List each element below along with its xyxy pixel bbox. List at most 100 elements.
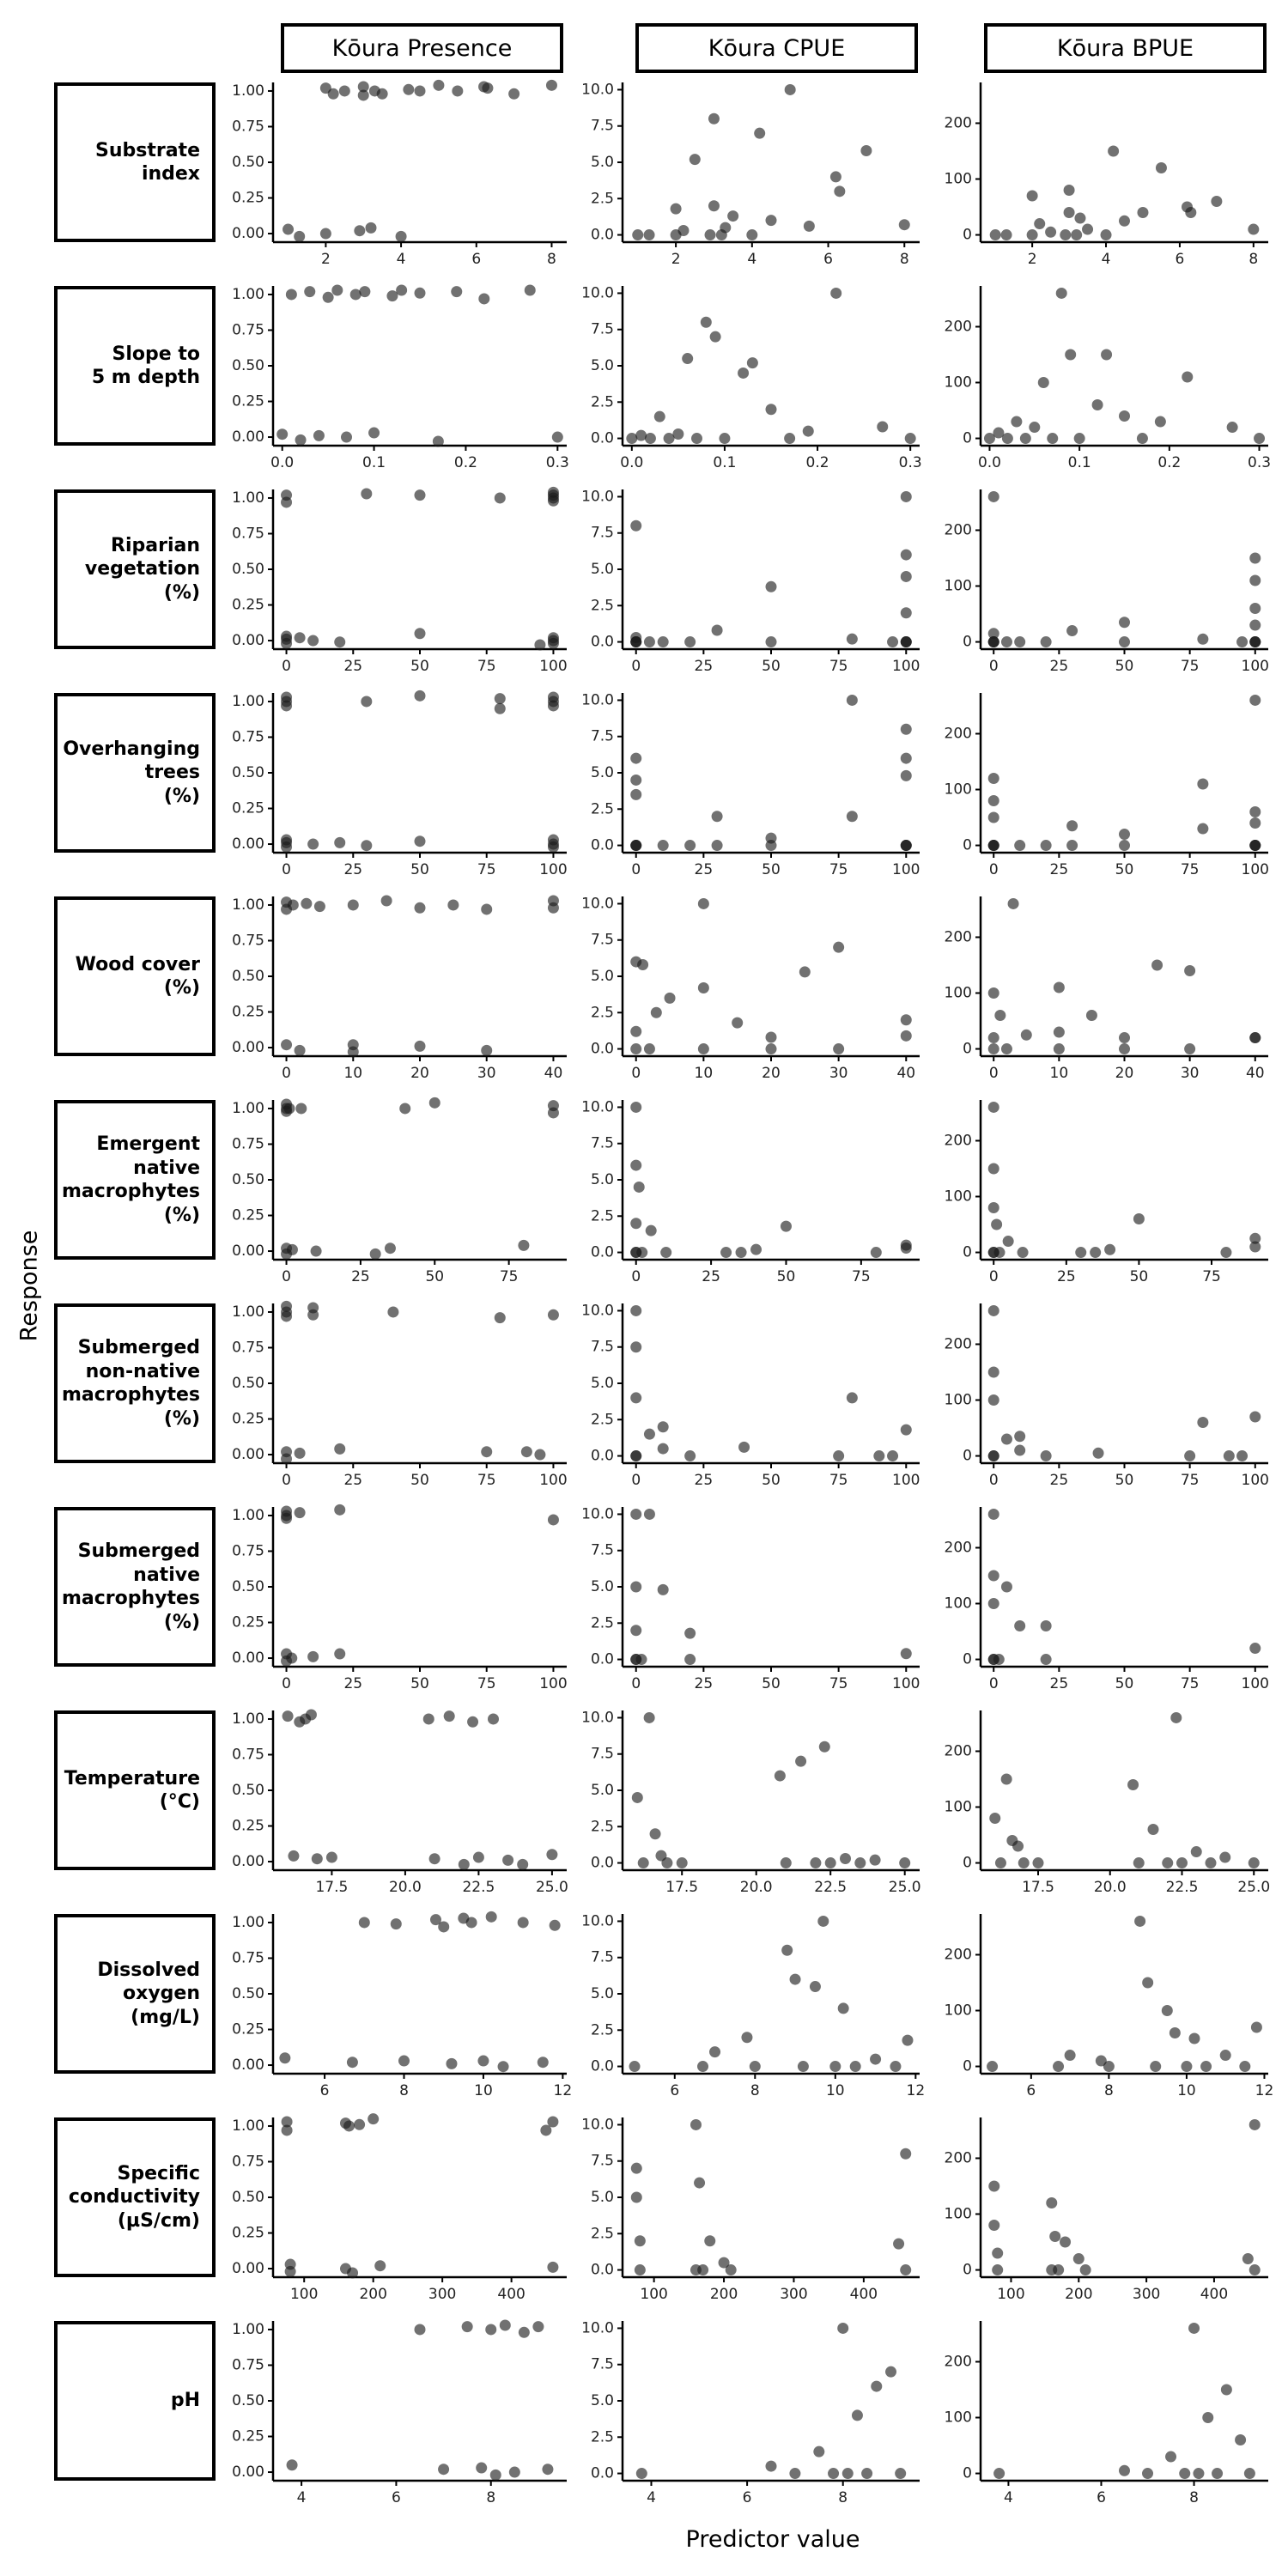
point	[657, 1443, 669, 1455]
point	[633, 1181, 645, 1193]
point	[1014, 1431, 1026, 1443]
y-tick-label: 10.0	[581, 1098, 614, 1115]
point	[789, 1973, 801, 1985]
point	[1066, 840, 1078, 852]
point	[684, 636, 696, 648]
y-tick-label: 0.75	[232, 2153, 264, 2170]
point	[663, 433, 675, 445]
y-tick-label: 5.0	[591, 1985, 614, 2002]
point	[789, 2468, 801, 2480]
x-tick-label: 50	[762, 1472, 781, 1489]
y-tick-label: 0.0	[591, 227, 614, 244]
x-tick-label: 10	[1050, 1065, 1069, 1082]
point	[849, 2061, 861, 2073]
y-tick-label: 0.75	[232, 321, 264, 338]
point	[746, 357, 758, 369]
point	[295, 434, 307, 446]
point	[833, 941, 845, 953]
point	[288, 1850, 300, 1862]
y-tick-label: 0.75	[232, 728, 264, 745]
row-label: Temperature (°C)	[54, 1710, 216, 1870]
point	[422, 1713, 434, 1725]
point	[365, 222, 377, 234]
x-tick-label: 8	[838, 2489, 848, 2506]
x-tick-label: 8	[399, 2082, 409, 2099]
y-tick-label: 0.00	[232, 2057, 264, 2074]
y-tick-label: 100	[945, 2409, 972, 2427]
point	[429, 1914, 441, 1926]
x-tick-label: 25	[695, 861, 714, 878]
y-tick-label: 0.50	[232, 2189, 264, 2206]
y-tick-label: 5.0	[591, 1375, 614, 1392]
point	[987, 1366, 999, 1378]
point	[653, 410, 665, 422]
point	[1249, 574, 1261, 586]
y-tick-label: 100	[945, 578, 972, 595]
x-tick-label: 40	[896, 1065, 915, 1082]
x-tick-label: 25.0	[1237, 1879, 1270, 1896]
point	[347, 1046, 359, 1058]
point	[784, 433, 796, 445]
point	[305, 1709, 317, 1721]
y-tick-label: 0.75	[232, 525, 264, 542]
point	[547, 2116, 559, 2128]
column-header: Kōura Presence	[281, 23, 563, 73]
point	[893, 2238, 905, 2250]
point	[403, 83, 415, 95]
y-tick-label: 0.0	[591, 1855, 614, 1872]
y-tick-label: 5.0	[591, 1171, 614, 1188]
point	[1197, 778, 1209, 790]
x-tick-label: 0.0	[620, 454, 643, 471]
point	[545, 79, 557, 91]
y-tick-label: 0	[963, 1041, 972, 1058]
point	[532, 2321, 544, 2333]
point	[1133, 1213, 1145, 1225]
point	[497, 2061, 509, 2073]
y-tick-label: 0.0	[591, 1041, 614, 1058]
point	[709, 331, 721, 343]
x-tick-label: 50	[410, 658, 429, 675]
y-tick-label: 2.5	[591, 2428, 614, 2445]
point	[347, 899, 359, 911]
x-tick-label: 0.1	[362, 454, 386, 471]
y-tick-label: 2.5	[591, 190, 614, 207]
point	[704, 229, 716, 241]
point	[307, 1309, 319, 1321]
point	[384, 1242, 396, 1255]
y-tick-label: 0.25	[232, 2428, 264, 2445]
x-tick-label: 400	[850, 2286, 878, 2303]
point	[1165, 2451, 1177, 2463]
point	[987, 1570, 999, 1582]
x-tick-label: 75	[829, 1472, 848, 1489]
point	[670, 203, 682, 215]
x-tick-label: 50	[425, 1268, 444, 1285]
point	[334, 636, 346, 648]
y-tick-label: 0.25	[232, 1614, 264, 1631]
point	[349, 289, 361, 301]
y-tick-label: 0.75	[232, 1746, 264, 1763]
x-tick-label: 75	[500, 1268, 519, 1285]
y-tick-label: 2.5	[591, 2021, 614, 2038]
point	[1012, 1840, 1024, 1852]
point	[438, 1921, 450, 1933]
x-tick-label: 10	[474, 2082, 493, 2099]
point	[694, 2177, 706, 2189]
x-tick-label: 25	[1050, 861, 1069, 878]
x-tick-label: 75	[829, 1675, 848, 1692]
x-tick-label: 75	[477, 658, 496, 675]
point	[746, 229, 758, 241]
point	[1071, 229, 1083, 241]
y-tick-label: 100	[945, 985, 972, 1002]
y-tick-label: 200	[945, 1539, 972, 1556]
x-tick-label: 6	[1026, 2082, 1036, 2099]
point	[765, 1043, 777, 1055]
x-tick-label: 75	[1202, 1268, 1221, 1285]
x-tick-label: 4	[1004, 2489, 1013, 2506]
point	[1179, 2468, 1191, 2480]
point	[481, 1044, 493, 1056]
y-tick-label: 200	[945, 521, 972, 538]
point	[1060, 2236, 1072, 2248]
y-tick-label: 100	[945, 1392, 972, 1409]
point	[325, 1851, 337, 1863]
y-tick-label: 200	[945, 1132, 972, 1149]
